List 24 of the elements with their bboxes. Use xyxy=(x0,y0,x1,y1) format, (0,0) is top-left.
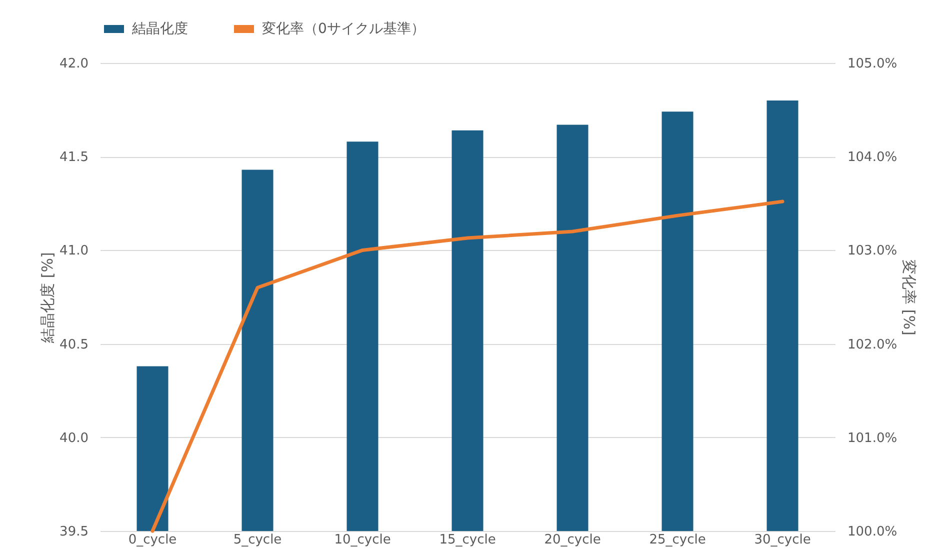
y-tick-label: 40.0 xyxy=(60,430,88,446)
legend-label: 結晶化度 xyxy=(131,21,188,37)
y2-tick-label: 102.0% xyxy=(848,337,898,352)
y-tick-label: 42.0 xyxy=(60,56,88,72)
x-tick-label: 25_cycle xyxy=(649,532,706,548)
x-tick-label: 10_cycle xyxy=(334,532,391,548)
y-tick-label: 40.5 xyxy=(60,337,88,352)
x-tick-label: 5_cycle xyxy=(233,532,282,548)
x-tick-label: 15_cycle xyxy=(439,532,496,548)
y2-tick-label: 103.0% xyxy=(848,244,898,259)
legend-label: 変化率（0サイクル基準） xyxy=(262,21,425,37)
x-tick-label: 30_cycle xyxy=(754,532,811,548)
y-axis-title: 結晶化度 [%] xyxy=(38,252,57,344)
y2-tick-label: 104.0% xyxy=(848,150,898,166)
x-tick-label: 20_cycle xyxy=(544,532,601,548)
line-series xyxy=(150,200,784,533)
x-tick-label: 0_cycle xyxy=(128,532,177,548)
y2-tick-label: 105.0% xyxy=(848,56,898,72)
y-tick-label: 41.0 xyxy=(60,244,88,259)
y-tick-label: 41.5 xyxy=(60,150,88,166)
y2-tick-label: 101.0% xyxy=(848,430,898,446)
y2-axis-title: 変化率 [%] xyxy=(900,260,918,336)
y-tick-label: 39.5 xyxy=(60,524,88,540)
y2-tick-label: 100.0% xyxy=(848,524,898,540)
